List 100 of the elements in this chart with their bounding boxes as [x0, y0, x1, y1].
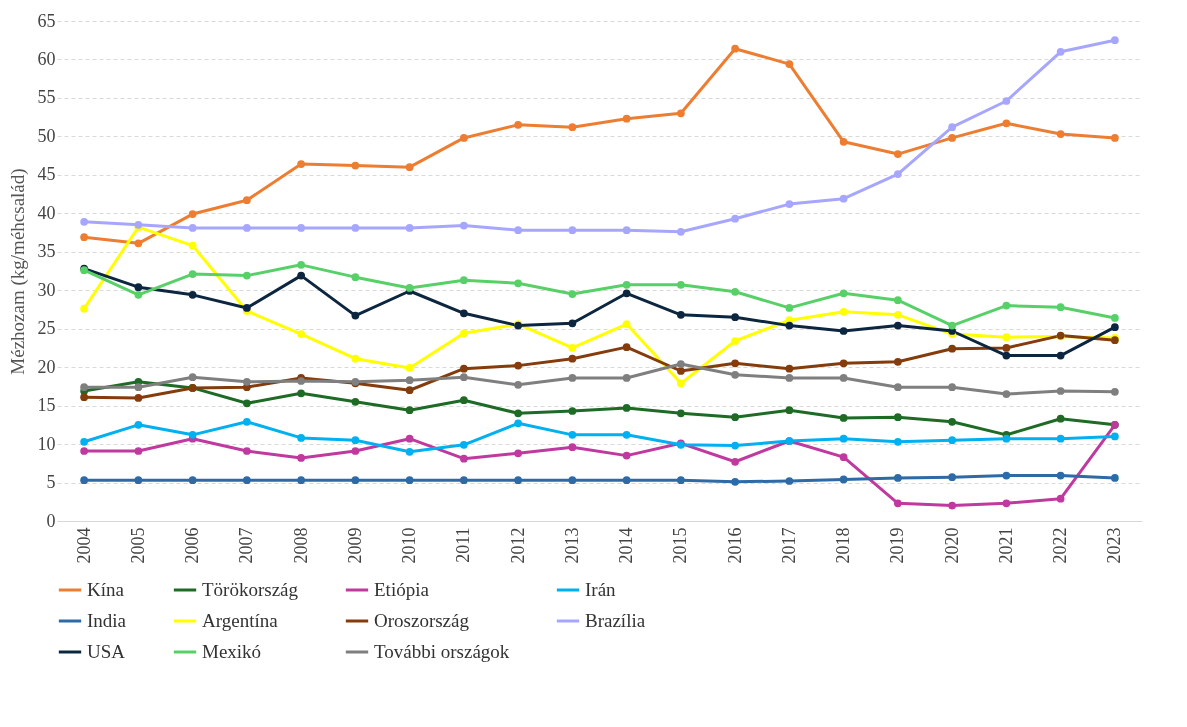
point — [460, 454, 468, 463]
point — [134, 383, 143, 392]
point — [188, 224, 197, 232]
point — [622, 374, 631, 382]
point — [243, 224, 251, 232]
point — [460, 221, 468, 230]
point — [731, 44, 739, 53]
y-tick-label: 50 — [37, 125, 56, 146]
point — [677, 280, 685, 289]
point — [622, 320, 631, 328]
point — [568, 407, 577, 415]
point — [134, 283, 143, 292]
point — [731, 370, 739, 379]
point — [1111, 314, 1119, 322]
x-tick-label: 2019 — [887, 527, 908, 564]
point — [622, 451, 631, 460]
point — [134, 476, 143, 485]
point — [405, 376, 414, 385]
point — [1002, 333, 1011, 342]
legend-label: További országok — [374, 641, 510, 662]
point — [297, 476, 305, 485]
point — [568, 443, 577, 452]
point — [134, 290, 143, 299]
point — [351, 161, 360, 170]
point — [243, 271, 251, 280]
point — [948, 383, 956, 392]
point — [894, 321, 902, 330]
legend-label: Argentína — [202, 610, 279, 631]
point — [839, 194, 848, 203]
point — [460, 373, 468, 382]
y-tick-label: 40 — [37, 202, 56, 223]
point — [948, 501, 956, 510]
point — [785, 200, 794, 208]
point — [1111, 323, 1119, 332]
point — [948, 417, 956, 426]
y-tick-label: 5 — [46, 472, 56, 493]
point — [622, 404, 631, 412]
point — [460, 396, 468, 405]
y-tick-label: 15 — [37, 395, 56, 416]
point — [731, 413, 739, 422]
point — [460, 440, 468, 449]
legend-label: Kína — [87, 579, 125, 600]
point — [677, 379, 685, 388]
point — [894, 383, 902, 392]
point — [785, 321, 794, 330]
point — [405, 364, 414, 372]
point — [839, 289, 848, 298]
x-tick-label: 2010 — [399, 527, 420, 564]
legend-label: Mexikó — [202, 641, 262, 662]
point — [731, 441, 739, 450]
point — [1111, 36, 1119, 45]
point — [568, 226, 577, 235]
point — [1111, 134, 1119, 142]
point — [514, 120, 522, 129]
point — [622, 430, 631, 439]
point — [351, 311, 360, 320]
point — [568, 290, 577, 298]
x-tick-label: 2007 — [236, 527, 257, 564]
point — [80, 233, 88, 242]
point — [1111, 387, 1119, 396]
point — [514, 226, 522, 235]
point — [948, 134, 956, 142]
point — [351, 273, 360, 282]
point — [894, 170, 902, 178]
point — [1111, 474, 1119, 482]
point — [80, 437, 88, 446]
point — [568, 430, 577, 439]
point — [1002, 119, 1011, 128]
point — [839, 453, 848, 462]
point — [1002, 471, 1011, 480]
point — [948, 321, 956, 330]
point — [568, 374, 577, 382]
point — [351, 476, 360, 485]
legend-label: Irán — [585, 579, 617, 600]
x-tick-label: 2021 — [995, 527, 1016, 564]
x-tick-label: 2013 — [561, 527, 582, 564]
x-tick-label: 2016 — [724, 527, 745, 564]
point — [839, 434, 848, 443]
point — [894, 437, 902, 446]
point — [297, 271, 305, 280]
point — [351, 397, 360, 406]
point — [1056, 494, 1065, 503]
point — [1056, 471, 1065, 480]
point — [297, 434, 305, 442]
point — [243, 447, 251, 455]
y-tick-label: 25 — [37, 318, 56, 339]
x-tick-label: 2012 — [507, 527, 528, 564]
point — [297, 160, 305, 168]
point — [731, 287, 739, 296]
point — [1056, 434, 1065, 443]
y-tick-label: 45 — [37, 164, 56, 185]
point — [188, 373, 197, 382]
point — [839, 327, 848, 335]
point — [460, 329, 468, 338]
y-tick-label: 10 — [37, 433, 56, 454]
point — [568, 344, 577, 352]
point — [568, 123, 577, 132]
point — [405, 406, 414, 415]
point — [405, 163, 414, 172]
point — [839, 137, 848, 146]
